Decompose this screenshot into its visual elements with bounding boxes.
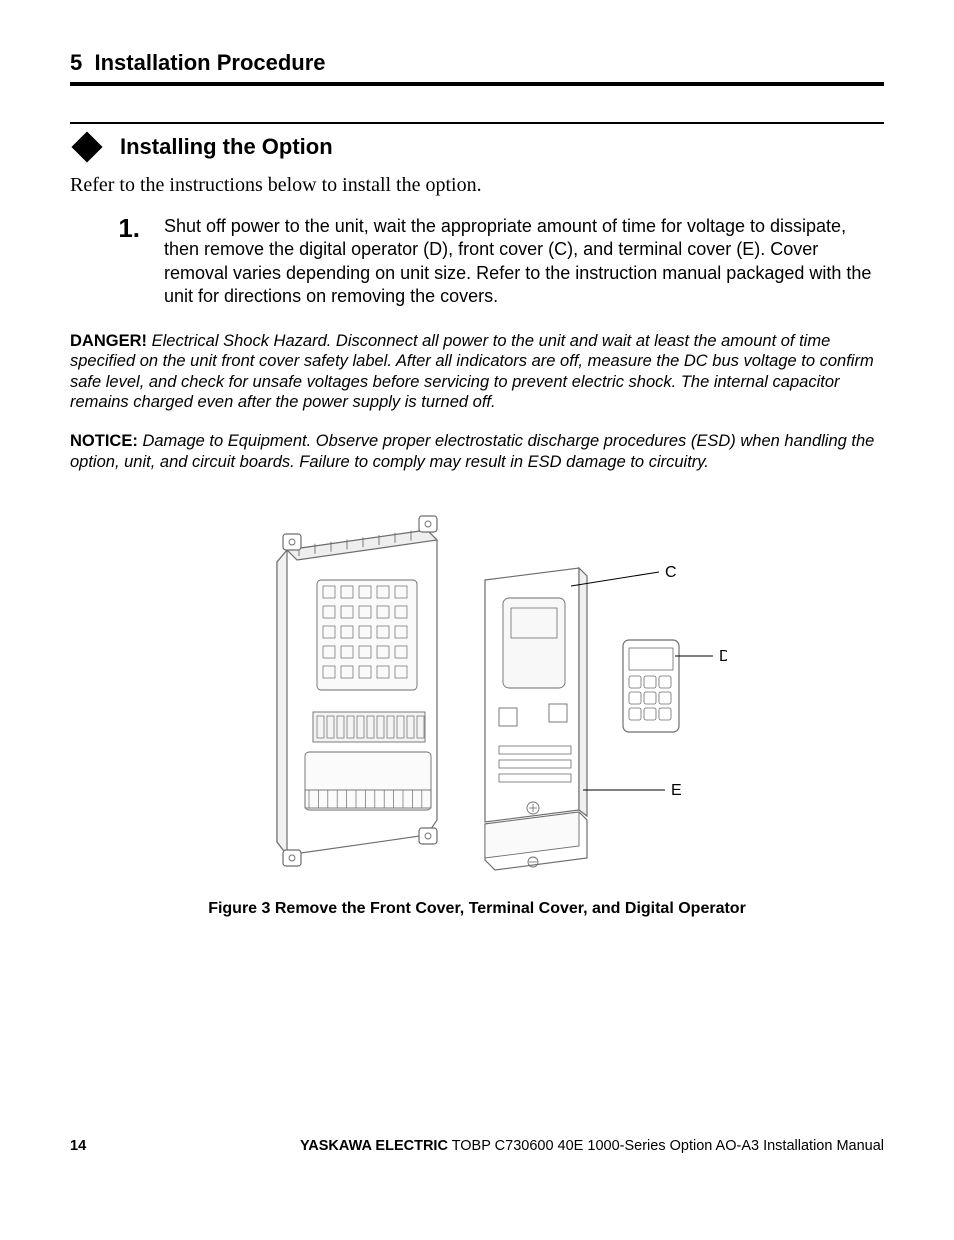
- subsection-rule: [70, 122, 884, 124]
- section-title: Installation Procedure: [94, 50, 325, 75]
- svg-text:D: D: [719, 648, 727, 665]
- step-number: 1.: [110, 215, 140, 309]
- danger-label: DANGER!: [70, 332, 147, 350]
- page-number: 14: [70, 1138, 86, 1154]
- intro-text: Refer to the instructions below to insta…: [70, 174, 884, 197]
- subsection-title: Installing the Option: [120, 134, 333, 160]
- footer-brand: YASKAWA ELECTRIC: [300, 1138, 448, 1154]
- page-footer: 14 YASKAWA ELECTRIC TOBP C730600 40E 100…: [70, 1138, 884, 1154]
- section-header: 5 Installation Procedure: [70, 50, 884, 86]
- figure-caption: Figure 3 Remove the Front Cover, Termina…: [70, 900, 884, 918]
- svg-text:C: C: [665, 564, 677, 581]
- notice-label: NOTICE:: [70, 432, 138, 450]
- footer-doc: TOBP C730600 40E 1000-Series Option AO-A…: [448, 1138, 884, 1154]
- figure-3: C D E Figure 3 Remove the Front Cover, Ter…: [70, 490, 884, 918]
- diamond-icon: [71, 131, 102, 162]
- figure-svg: C D E: [227, 490, 727, 890]
- danger-notice: DANGER! Electrical Shock Hazard. Disconn…: [70, 331, 884, 414]
- notice-block: NOTICE: Damage to Equipment. Observe pro…: [70, 431, 884, 472]
- notice-body: Damage to Equipment. Observe proper elec…: [70, 432, 874, 471]
- step-text: Shut off power to the unit, wait the app…: [164, 215, 884, 309]
- step-1: 1. Shut off power to the unit, wait the …: [70, 215, 884, 309]
- subsection-header: Installing the Option: [70, 134, 884, 160]
- section-number: 5: [70, 50, 82, 75]
- svg-text:E: E: [671, 782, 682, 799]
- danger-body: Electrical Shock Hazard. Disconnect all …: [70, 332, 874, 412]
